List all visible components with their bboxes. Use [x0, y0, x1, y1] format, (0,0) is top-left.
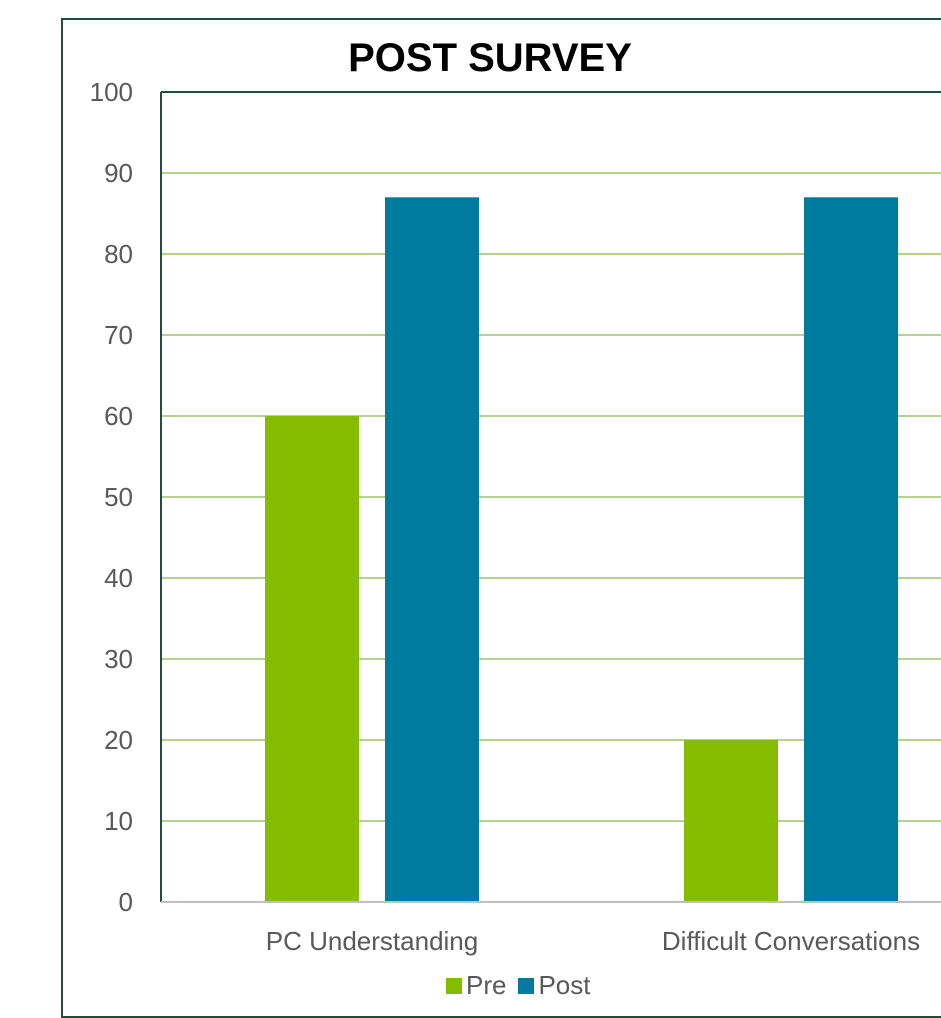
y-tick-label-40: 40: [104, 563, 133, 593]
legend-item-post: Post: [518, 970, 591, 1001]
legend-label-pre: Pre: [466, 970, 507, 1000]
y-tick-label-90: 90: [104, 158, 133, 188]
y-tick-label-100: 100: [90, 77, 133, 107]
bar-pre-0: [265, 416, 359, 902]
bar-pre-1: [684, 740, 778, 902]
legend-swatch-post: [518, 977, 535, 994]
chart-title: POST SURVEY: [348, 36, 632, 80]
legend-swatch-pre: [446, 977, 462, 994]
bar-post-1: [804, 197, 898, 903]
legend-item-pre: Pre: [446, 970, 506, 1001]
y-tick-label-10: 10: [104, 806, 133, 836]
y-tick-label-20: 20: [104, 725, 133, 755]
y-tick-label-30: 30: [104, 644, 133, 674]
x-tick-label-0: PC Understanding: [266, 926, 478, 956]
y-tick-label-50: 50: [104, 482, 133, 512]
x-tick-label-1: Difficult Conversations: [662, 926, 920, 956]
bar-post-0: [385, 197, 479, 903]
y-tick-label-0: 0: [119, 887, 133, 917]
y-tick-label-70: 70: [104, 320, 133, 350]
y-tick-label-60: 60: [104, 401, 133, 431]
chart-frame: [61, 18, 941, 1018]
legend-label-post: Post: [538, 970, 591, 1000]
y-tick-label-80: 80: [104, 239, 133, 269]
legend: Pre Post: [446, 970, 603, 1001]
